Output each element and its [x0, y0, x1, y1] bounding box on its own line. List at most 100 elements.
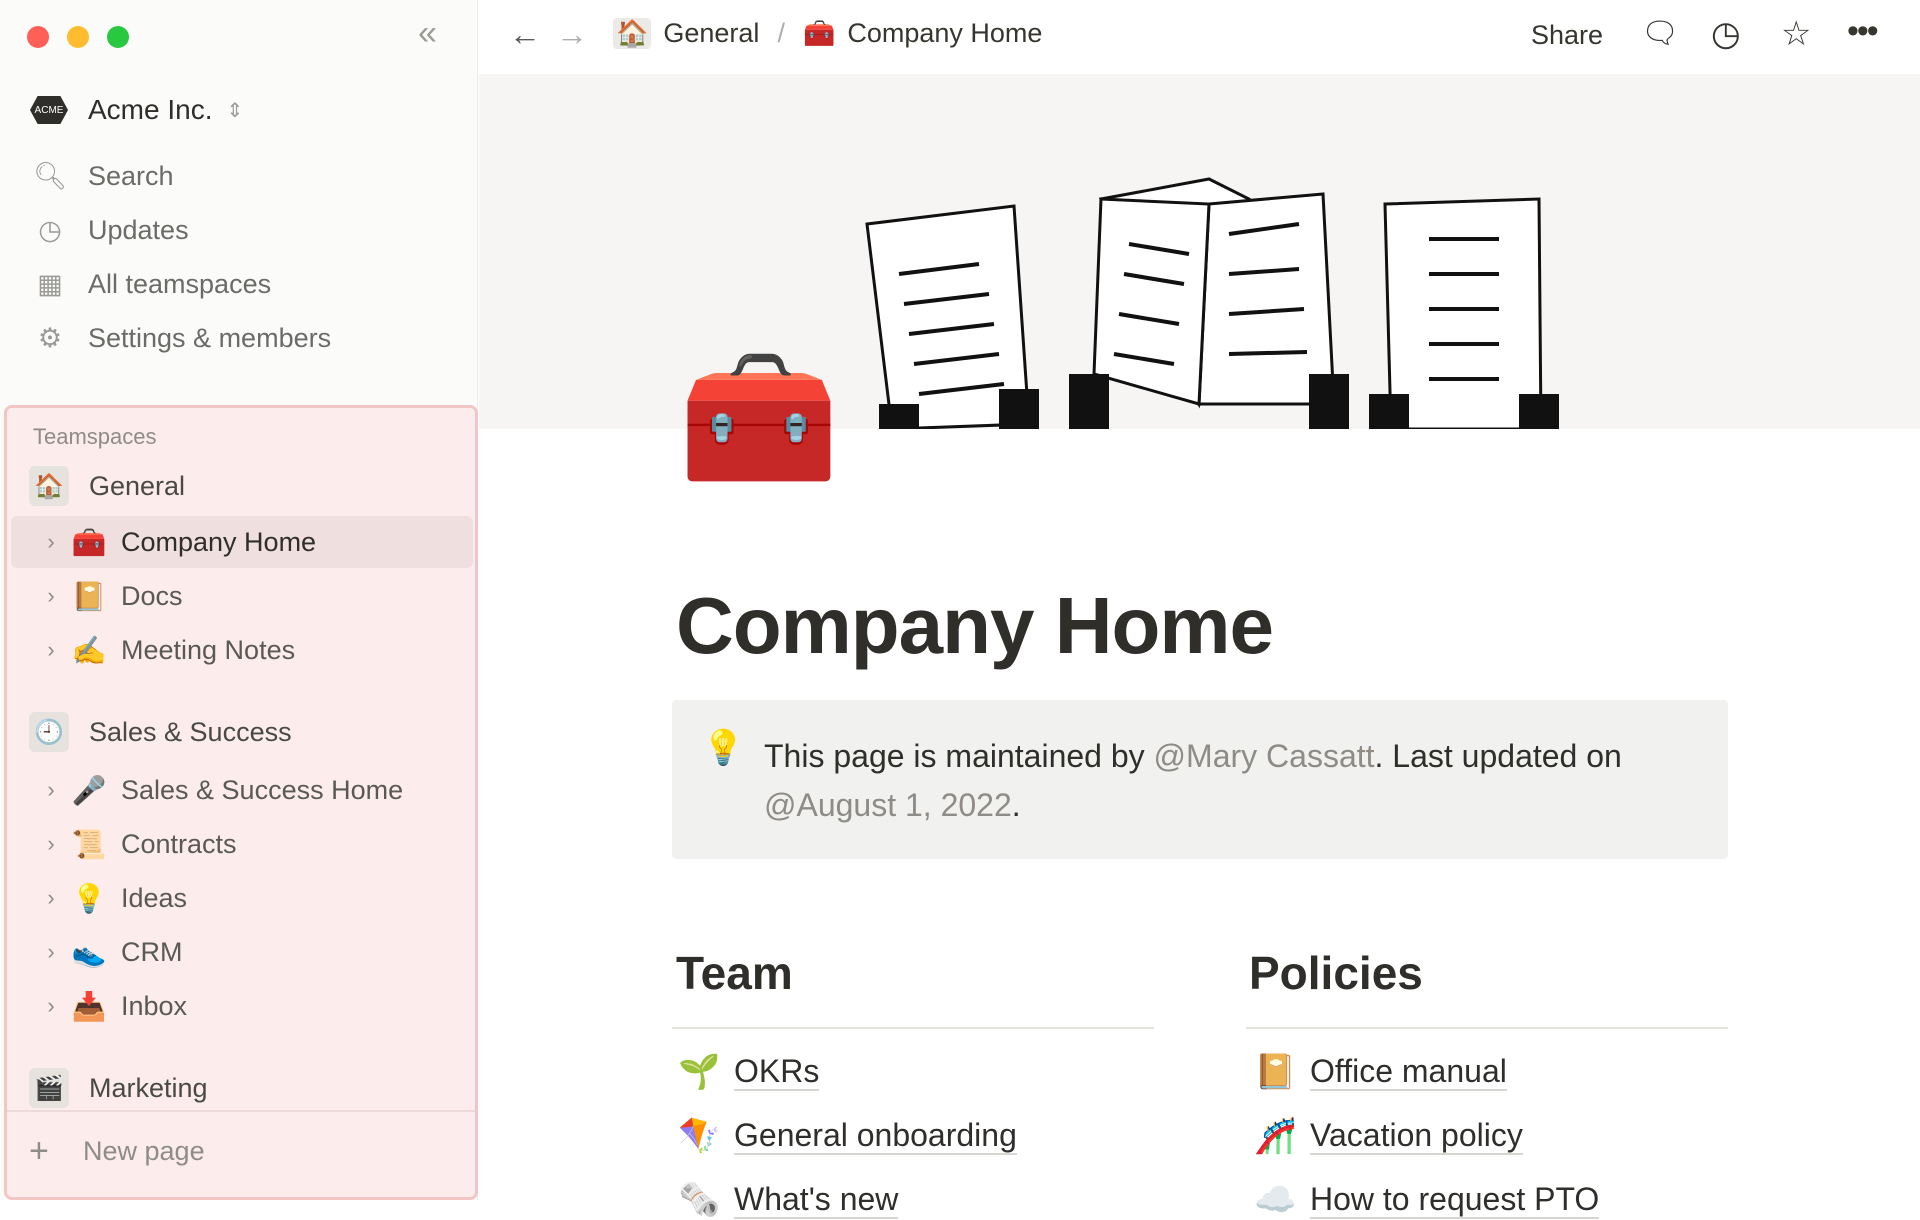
teamspace-sales-success[interactable]: 🕘 Sales & Success [29, 706, 292, 758]
callout-text-part: . Last updated on [1374, 738, 1622, 774]
teamspace-general[interactable]: 🏠 General [29, 460, 185, 512]
breadcrumb: 🏠 General / 🧰 Company Home [613, 18, 1042, 49]
teamspace-label: General [89, 470, 186, 501]
callout-text-part: This page is maintained by [764, 738, 1154, 774]
page-docs[interactable]: › 📔 Docs [11, 570, 473, 622]
teamspace-marketing[interactable]: 🎬 Marketing [29, 1062, 208, 1114]
lightbulb-icon: 💡 [702, 729, 745, 767]
callout-text: This page is maintained by @Mary Cassatt… [764, 732, 1684, 830]
page-contracts[interactable]: › 📜 Contracts [11, 818, 473, 870]
page-label: Inbox [121, 990, 188, 1021]
microphone-icon: 🎤 [71, 774, 107, 806]
clock-icon[interactable]: ◷ [1711, 15, 1741, 53]
page-label: Sales & Success Home [121, 774, 404, 805]
back-arrow-icon[interactable]: ← [509, 16, 541, 52]
roller-coaster-icon: 🎢 [1254, 1117, 1297, 1155]
page-title[interactable]: Company Home [676, 581, 1274, 670]
chevron-right-icon[interactable]: › [47, 583, 55, 608]
kite-icon: 🪁 [678, 1117, 721, 1155]
page-label: CRM [121, 936, 183, 967]
chevron-right-icon[interactable]: › [47, 939, 55, 964]
link-office-manual[interactable]: 📔 Office manual [1254, 1052, 1507, 1092]
search-icon: 🔍︎ [32, 161, 68, 191]
chevron-right-icon[interactable]: › [47, 777, 55, 802]
inbox-tray-icon: 📥 [71, 990, 107, 1022]
page-crm[interactable]: › 👟 CRM [11, 926, 473, 978]
link-okrs[interactable]: 🌱 OKRs [678, 1052, 820, 1092]
minimize-window-button[interactable] [67, 26, 89, 48]
link-label: Office manual [1310, 1053, 1507, 1092]
workspace-name: Acme Inc. [88, 94, 213, 125]
plus-icon: + [29, 1132, 49, 1170]
callout-block: 💡 This page is maintained by @Mary Cassa… [672, 700, 1728, 859]
shoe-icon: 👟 [71, 936, 107, 968]
new-page-button[interactable]: + New page [29, 1132, 205, 1171]
page-label: Meeting Notes [121, 634, 296, 665]
gear-icon: ⚙ [37, 322, 63, 353]
history-icon: 🕘 [29, 712, 69, 752]
breadcrumb-separator: / [777, 18, 785, 48]
link-label: Vacation policy [1310, 1117, 1523, 1156]
policies-heading: Policies [1249, 947, 1423, 999]
comment-icon[interactable]: 🗨︎ [1641, 17, 1680, 50]
nav-label: All teamspaces [88, 268, 272, 299]
page-ideas[interactable]: › 💡 Ideas [11, 872, 473, 924]
divider [7, 1110, 475, 1112]
sidebar-item-search[interactable]: 🔍︎ Search [30, 154, 174, 198]
cover-image[interactable] [479, 74, 1920, 429]
teamspaces-section: Teamspaces 🏠 General › 🧰 Company Home › 📔 Doc… [4, 405, 478, 1200]
link-whats-new[interactable]: 🗞️ What's new [678, 1180, 899, 1220]
cloud-icon: ☁️ [1254, 1181, 1297, 1219]
sidebar-item-updates[interactable]: ◷ Updates [30, 208, 188, 252]
callout-text-part: . [1011, 787, 1021, 823]
lightbulb-icon: 💡 [71, 882, 107, 914]
close-window-button[interactable] [27, 26, 49, 48]
chevron-right-icon[interactable]: › [47, 831, 55, 856]
seedling-icon: 🌱 [678, 1053, 721, 1091]
home-icon: 🏠 [29, 466, 69, 506]
chevron-right-icon[interactable]: › [47, 529, 55, 554]
page-label: Company Home [121, 526, 317, 557]
scroll-icon: 📜 [71, 828, 107, 860]
link-label: OKRs [734, 1053, 820, 1092]
teamspaces-label: Teamspaces [33, 424, 157, 449]
share-button[interactable]: Share [1531, 20, 1604, 50]
clapper-icon: 🎬 [29, 1068, 69, 1108]
zoom-window-button[interactable] [107, 26, 129, 48]
divider [672, 1027, 1154, 1029]
date-mention[interactable]: @August 1, 2022 [764, 787, 1012, 823]
sidebar-item-settings[interactable]: ⚙ Settings & members [30, 316, 331, 360]
link-request-pto[interactable]: ☁️ How to request PTO [1254, 1180, 1600, 1220]
user-mention[interactable]: @Mary Cassatt [1153, 738, 1375, 774]
notebook-icon: 📔 [71, 580, 107, 612]
sidebar-item-all-teamspaces[interactable]: ▦ All teamspaces [30, 262, 271, 306]
page-icon-toolbox[interactable]: 🧰 [678, 344, 840, 490]
breadcrumb-company-home[interactable]: Company Home [847, 18, 1043, 48]
forward-arrow-icon[interactable]: → [556, 16, 588, 52]
collapse-sidebar-icon[interactable]: « [418, 14, 437, 52]
link-label: General onboarding [734, 1117, 1017, 1156]
chevron-right-icon[interactable]: › [47, 993, 55, 1018]
building-icon: ▦ [37, 268, 63, 299]
toolbox-icon: 🧰 [802, 18, 836, 48]
page-label: Ideas [121, 882, 188, 913]
star-icon[interactable]: ☆ [1781, 15, 1812, 53]
notebook-icon: 📔 [1254, 1053, 1297, 1091]
nav-label: Search [88, 160, 174, 191]
page-meeting-notes[interactable]: › ✍️ Meeting Notes [11, 624, 473, 676]
page-label: Docs [121, 580, 183, 611]
chevron-right-icon[interactable]: › [47, 885, 55, 910]
chevron-right-icon[interactable]: › [47, 637, 55, 662]
divider [1246, 1027, 1728, 1029]
link-vacation-policy[interactable]: 🎢 Vacation policy [1254, 1116, 1523, 1156]
link-general-onboarding[interactable]: 🪁 General onboarding [678, 1116, 1017, 1156]
home-icon: 🏠 [613, 18, 652, 49]
page-company-home[interactable]: › 🧰 Company Home [11, 516, 473, 568]
page-inbox[interactable]: › 📥 Inbox [11, 980, 473, 1032]
writing-hand-icon: ✍️ [71, 634, 107, 666]
more-icon[interactable]: ••• [1847, 12, 1879, 50]
breadcrumb-general[interactable]: General [663, 18, 760, 48]
workspace-switcher[interactable]: ACME Acme Inc. ⇕ [30, 94, 243, 126]
nav-label: Settings & members [88, 322, 332, 353]
page-sales-success-home[interactable]: › 🎤 Sales & Success Home [11, 764, 473, 816]
